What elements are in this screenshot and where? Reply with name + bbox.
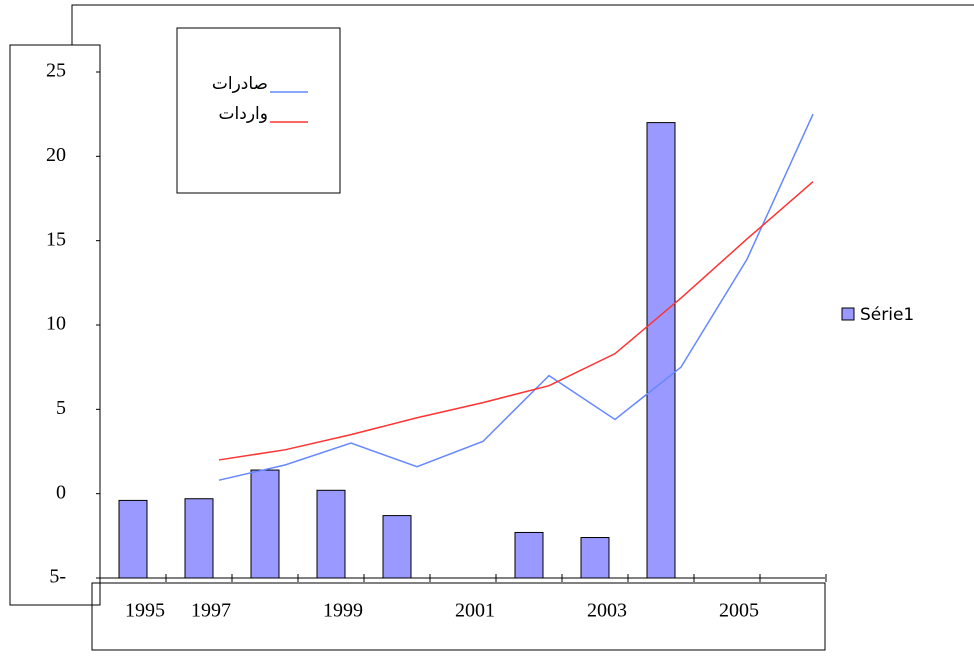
y-tick-label: 0 bbox=[56, 481, 66, 503]
x-tick-label: 2003 bbox=[587, 600, 627, 622]
bar bbox=[646, 122, 676, 579]
x-tick-label: 2001 bbox=[455, 600, 495, 622]
legend-label: Série1 bbox=[860, 305, 914, 325]
x-tick-label: 1997 bbox=[191, 600, 231, 622]
legend-swatch bbox=[841, 307, 855, 321]
bar bbox=[316, 489, 346, 579]
y-tick-label: 25 bbox=[46, 60, 66, 82]
x-tick-label: 1999 bbox=[323, 600, 363, 622]
bar bbox=[250, 469, 280, 579]
legend-label: واردات bbox=[219, 104, 268, 124]
y-tick-label: 10 bbox=[46, 313, 66, 335]
y-tick-label: 5- bbox=[49, 566, 66, 588]
x-tick-label: 2005 bbox=[719, 600, 759, 622]
line-legend-frame bbox=[176, 27, 341, 194]
y-tick-label: 20 bbox=[46, 144, 66, 166]
y-tick-label: 15 bbox=[46, 228, 66, 250]
bar bbox=[382, 515, 412, 579]
line bbox=[218, 181, 814, 461]
bar bbox=[118, 499, 148, 579]
bar bbox=[184, 498, 214, 579]
x-tick-label: 1995 bbox=[125, 600, 165, 622]
bar bbox=[580, 537, 610, 579]
line bbox=[218, 113, 814, 481]
legend-label: صادرات bbox=[212, 74, 268, 94]
outer-frame bbox=[71, 4, 974, 45]
bar bbox=[514, 531, 544, 579]
x-label-frame bbox=[91, 582, 826, 651]
y-tick-label: 5 bbox=[56, 397, 66, 419]
